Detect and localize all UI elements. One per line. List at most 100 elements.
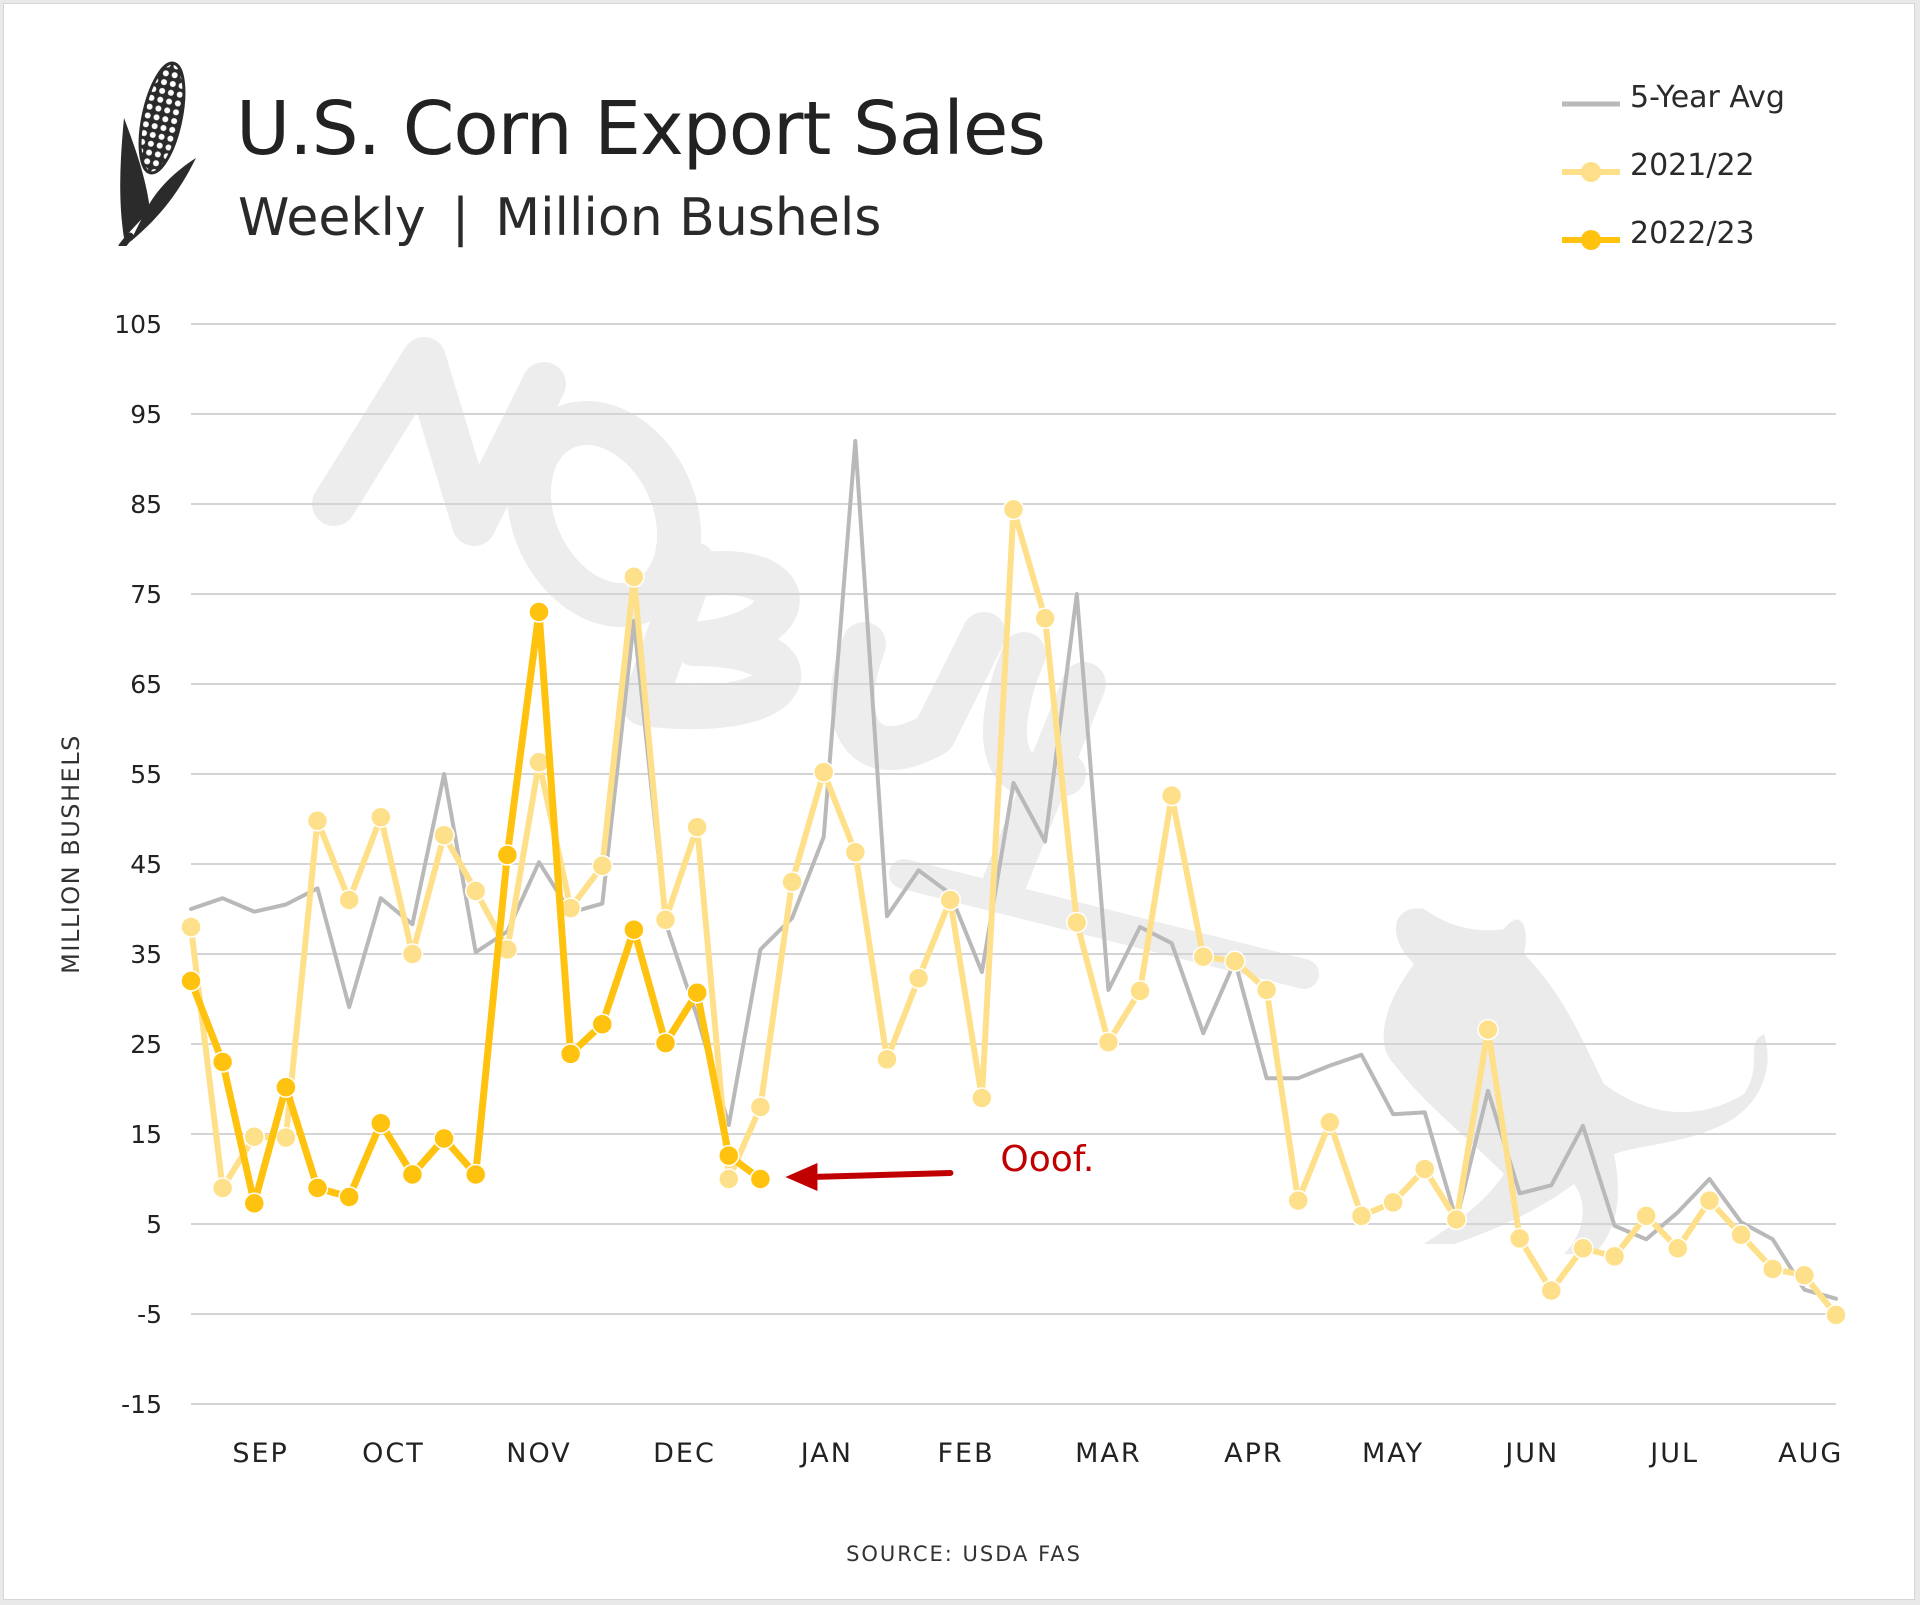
subtitle-units: Million Bushels [495,188,882,248]
y-tick-label: 5 [146,1210,162,1239]
data-point [464,880,487,902]
y-tick-label: 75 [130,580,162,609]
ooof-annotation: Ooof. [785,1139,1094,1191]
y-tick-label: 25 [130,1030,162,1059]
data-point [1097,1031,1120,1053]
y-tick-label: 85 [130,490,162,519]
data-point [370,806,392,828]
x-month-label: AUG [1778,1438,1843,1469]
data-point [686,981,708,1004]
x-axis-month-labels: SEP OCT NOV DEC JAN FEB MAR APR MAY JUN JUL AUG [232,1438,1843,1469]
data-point [1255,979,1278,1001]
data-point [496,844,519,866]
data-point [1287,1189,1309,1212]
data-point [306,1177,329,1199]
legend-swatch-2022-23 [1562,230,1620,250]
data-point [528,601,550,623]
subtitle-frequency: Weekly [238,188,426,248]
legend-swatch-2021-22 [1562,162,1620,182]
data-point [1761,1258,1784,1280]
bull-watermark-icon [1383,908,1768,1254]
data-point [749,1096,772,1118]
data-point [1698,1189,1721,1212]
y-axis-title: MILLION BUSHELS [57,734,85,974]
chart-title: U.S. Corn Export Sales [236,86,1046,172]
data-point [1192,945,1215,968]
data-point [275,1076,297,1098]
x-month-label: JUN [1503,1438,1559,1469]
data-point [1667,1237,1689,1260]
data-point [1508,1227,1531,1250]
legend-label-2021-22: 2021/22 [1630,148,1755,183]
y-tick-label: 35 [130,940,162,969]
data-point [180,970,202,992]
data-point [1129,980,1151,1002]
data-point [812,761,835,783]
data-point [1825,1304,1847,1326]
data-point [1319,1111,1341,1134]
chart-subtitle: Weekly | Million Bushels [238,188,881,248]
data-point [1034,607,1056,630]
data-point [781,871,803,893]
x-month-label: JAN [799,1438,853,1469]
data-point [211,1177,234,1199]
data-point [306,810,329,832]
x-month-label: SEP [232,1438,288,1469]
y-tick-label: -5 [137,1300,162,1329]
series-2021-22 [180,498,1847,1326]
legend-label-5yr-avg: 5-Year Avg [1630,80,1785,115]
data-point [591,1013,613,1035]
data-point [180,916,202,938]
data-point [433,824,455,846]
data-point [1793,1264,1816,1287]
data-point [907,967,930,990]
data-point [1160,784,1183,807]
y-tick-label: 55 [130,760,162,789]
x-month-label: MAR [1075,1438,1142,1469]
y-tick-label: -15 [121,1390,162,1419]
data-point [338,889,360,911]
y-tick-label: 105 [114,310,162,339]
x-month-label: FEB [937,1438,994,1469]
data-point [939,889,961,911]
data-point [1445,1208,1468,1231]
legend-item-2021-22: 2021/22 [1560,144,1890,212]
y-tick-label: 95 [130,400,162,429]
data-point [844,841,867,864]
data-point [1414,1158,1436,1180]
data-point [686,816,708,838]
legend-item-5yr-avg: 5-Year Avg [1560,76,1890,144]
legend-label-2022-23: 2022/23 [1630,216,1755,251]
x-month-label: APR [1224,1438,1284,1469]
data-point [623,566,645,588]
data-point [559,1043,582,1065]
x-month-label: JUL [1648,1438,1699,1469]
data-point [749,1168,772,1190]
chart-plot: 105 95 85 75 65 55 45 35 25 15 5 -5 -15 SEP OCT NOV DEC… [57,310,1847,1469]
data-point [275,1126,297,1149]
data-point [338,1186,360,1208]
y-tick-label: 15 [130,1120,162,1149]
data-point [1603,1245,1626,1268]
source-note: SOURCE: USDA FAS [846,1542,1082,1566]
data-point [370,1112,392,1134]
data-point [1350,1205,1373,1227]
data-point [1540,1279,1563,1302]
data-point [623,918,645,941]
data-point [876,1048,898,1071]
data-point [718,1168,740,1190]
data-point [211,1051,234,1073]
data-point [1002,498,1025,521]
annotation-arrow-head [785,1163,818,1191]
series-2022-23 [180,601,772,1215]
data-point [654,1032,677,1054]
legend: 5-Year Avg 2021/22 2022/23 [1560,76,1890,280]
data-point [464,1163,487,1186]
data-point [971,1087,993,1109]
data-point [401,943,424,965]
subtitle-separator: | [451,188,470,248]
chart-card: U.S. Corn Export Sales Weekly | Million Bu… [3,3,1915,1600]
data-point [243,1125,266,1148]
x-month-label: MAY [1362,1438,1424,1469]
data-point [1477,1018,1499,1041]
